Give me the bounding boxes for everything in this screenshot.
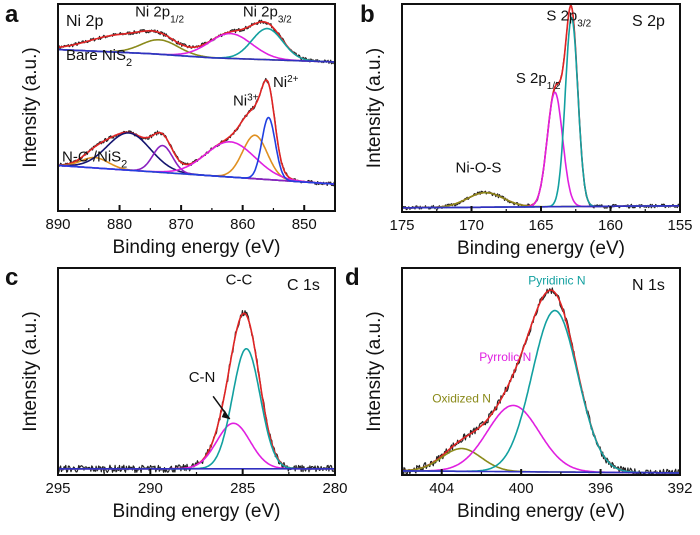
series-d-0 xyxy=(401,287,681,475)
x-tick-label: 165 xyxy=(528,217,553,234)
x-axis-label: Binding energy (eV) xyxy=(457,238,625,259)
chart-title: Ni 2p xyxy=(66,13,103,30)
annotation: S 2p3/2 xyxy=(546,8,591,30)
series-b-0 xyxy=(401,4,681,211)
series-c-2 xyxy=(58,422,335,470)
chart-title: C 1s xyxy=(287,277,320,294)
panel-c: c 295 290 285 280 Binding energy (eV) Intensit… xyxy=(5,264,348,522)
series-b-4 xyxy=(402,16,680,209)
x-tick-label: 870 xyxy=(169,216,194,233)
annotation: Oxidized N xyxy=(432,392,491,406)
panel-d: d 404 400 396 392 Binding energy (eV) Intensit… xyxy=(345,264,693,522)
series-c-3 xyxy=(58,348,335,470)
chart-title: S 2p xyxy=(632,13,665,30)
y-axis-label: Intensity (a.u.) xyxy=(20,47,41,167)
series-c-0 xyxy=(57,310,336,474)
x-tick-label: 285 xyxy=(230,480,255,497)
y-axis-label: Intensity (a.u.) xyxy=(364,48,385,168)
series-d-5 xyxy=(402,470,680,474)
panel-letter: d xyxy=(345,264,360,291)
annotation: Ni-O-S xyxy=(456,159,502,176)
series-b-1 xyxy=(402,5,680,209)
series-b-3 xyxy=(402,91,680,209)
annotation: S 2p1/2 xyxy=(516,70,561,92)
chart-title: N 1s xyxy=(632,277,665,294)
series-a-12 xyxy=(58,116,336,185)
annotation: Pyrrolic N xyxy=(479,350,531,364)
annotation: C-C xyxy=(226,272,253,289)
x-tick-label: 160 xyxy=(598,217,623,234)
panel-a: a 890 880 870 860 850 Binding energy (eV) Inten… xyxy=(5,1,336,258)
series-d-3 xyxy=(402,404,680,474)
x-axis-label: Binding energy (eV) xyxy=(457,501,625,522)
annotation: Ni 2p3/2 xyxy=(243,3,292,25)
annotation: Ni2+ xyxy=(273,73,299,91)
axes-frame xyxy=(57,3,336,212)
sample-label: Bare NiS2 xyxy=(66,47,132,69)
x-tick-label: 295 xyxy=(45,480,70,497)
series-c-1 xyxy=(58,312,335,470)
annotation: Ni3+ xyxy=(233,92,259,110)
cn-arrow-head xyxy=(221,410,230,420)
x-tick-label: 890 xyxy=(45,216,70,233)
series-a-6 xyxy=(57,77,336,187)
annotation: Ni 2p1/2 xyxy=(135,3,184,25)
x-tick-label: 880 xyxy=(107,216,132,233)
x-tick-label: 280 xyxy=(322,480,347,497)
x-tick-label: 850 xyxy=(292,216,317,233)
panel-letter: a xyxy=(5,1,19,28)
y-axis-label: Intensity (a.u.) xyxy=(20,311,41,431)
axes-frame xyxy=(401,267,681,476)
x-tick-label: 170 xyxy=(459,217,484,234)
x-tick-label: 404 xyxy=(429,480,454,497)
x-axis-label: Binding energy (eV) xyxy=(113,501,281,522)
x-tick-label: 396 xyxy=(588,480,613,497)
x-tick-label: 860 xyxy=(230,216,255,233)
panel-letter: c xyxy=(5,264,18,291)
panel-b: b 175 170 165 160 155 Binding energy (eV) Inten… xyxy=(360,1,693,259)
sample-label: N-C /NiS2 xyxy=(62,148,127,170)
x-tick-label: 400 xyxy=(509,480,534,497)
panel-letter: b xyxy=(360,1,375,28)
y-axis-label: Intensity (a.u.) xyxy=(364,311,385,431)
x-tick-label: 290 xyxy=(138,480,163,497)
x-tick-label: 175 xyxy=(389,217,414,234)
x-tick-label: 155 xyxy=(667,217,692,234)
x-axis-label: Binding energy (eV) xyxy=(113,237,281,258)
series-d-1 xyxy=(402,289,680,474)
series-a-5 xyxy=(57,48,336,63)
annotation: Pyridinic N xyxy=(528,274,585,288)
annotation: C-N xyxy=(189,369,216,386)
x-tick-label: 392 xyxy=(667,480,692,497)
